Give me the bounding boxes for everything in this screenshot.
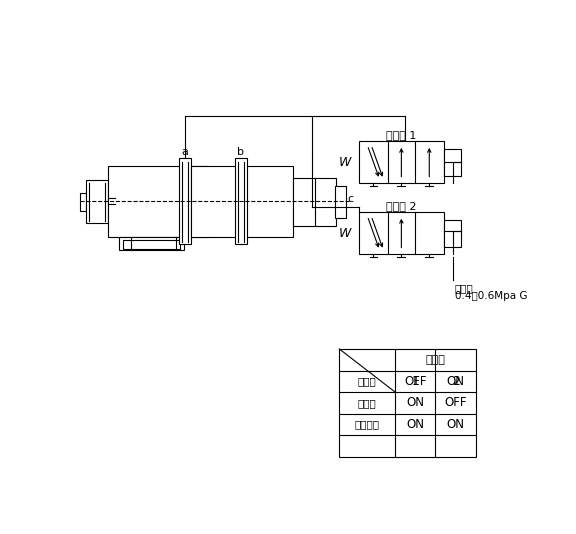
- Bar: [235, 158, 247, 244]
- Text: W: W: [339, 156, 351, 169]
- Bar: [86, 180, 108, 223]
- Bar: [293, 178, 335, 226]
- Bar: [339, 349, 476, 457]
- Bar: [119, 237, 184, 250]
- Text: c: c: [347, 194, 353, 204]
- Text: 電磁弁 2: 電磁弁 2: [386, 201, 416, 211]
- Text: 1: 1: [411, 375, 419, 388]
- Text: OFF: OFF: [444, 396, 467, 410]
- Text: 全　開: 全 開: [358, 398, 377, 408]
- Text: ON: ON: [446, 418, 465, 431]
- Bar: [179, 158, 191, 244]
- Bar: [123, 240, 180, 249]
- Text: ON: ON: [406, 396, 425, 410]
- Text: 電磁弁: 電磁弁: [426, 355, 445, 365]
- Text: OFF: OFF: [404, 375, 427, 388]
- Bar: [444, 149, 461, 176]
- Bar: [108, 166, 207, 237]
- Text: ON: ON: [446, 375, 465, 388]
- Bar: [79, 193, 86, 211]
- Text: 2: 2: [452, 375, 460, 388]
- Text: 全　閉: 全 閉: [358, 376, 377, 386]
- Text: 中間停止: 中間停止: [355, 419, 380, 429]
- Bar: [359, 141, 444, 184]
- Bar: [444, 219, 461, 247]
- Text: W: W: [339, 226, 351, 240]
- Bar: [191, 166, 293, 237]
- Text: b: b: [237, 147, 244, 157]
- Text: a: a: [181, 147, 188, 157]
- Text: ON: ON: [406, 418, 425, 431]
- Text: 0.4～0.6Mpa G: 0.4～0.6Mpa G: [455, 291, 528, 301]
- Text: 電磁弁 1: 電磁弁 1: [386, 130, 416, 140]
- Bar: [359, 212, 444, 254]
- Bar: [335, 186, 346, 218]
- Text: エアー: エアー: [455, 284, 473, 294]
